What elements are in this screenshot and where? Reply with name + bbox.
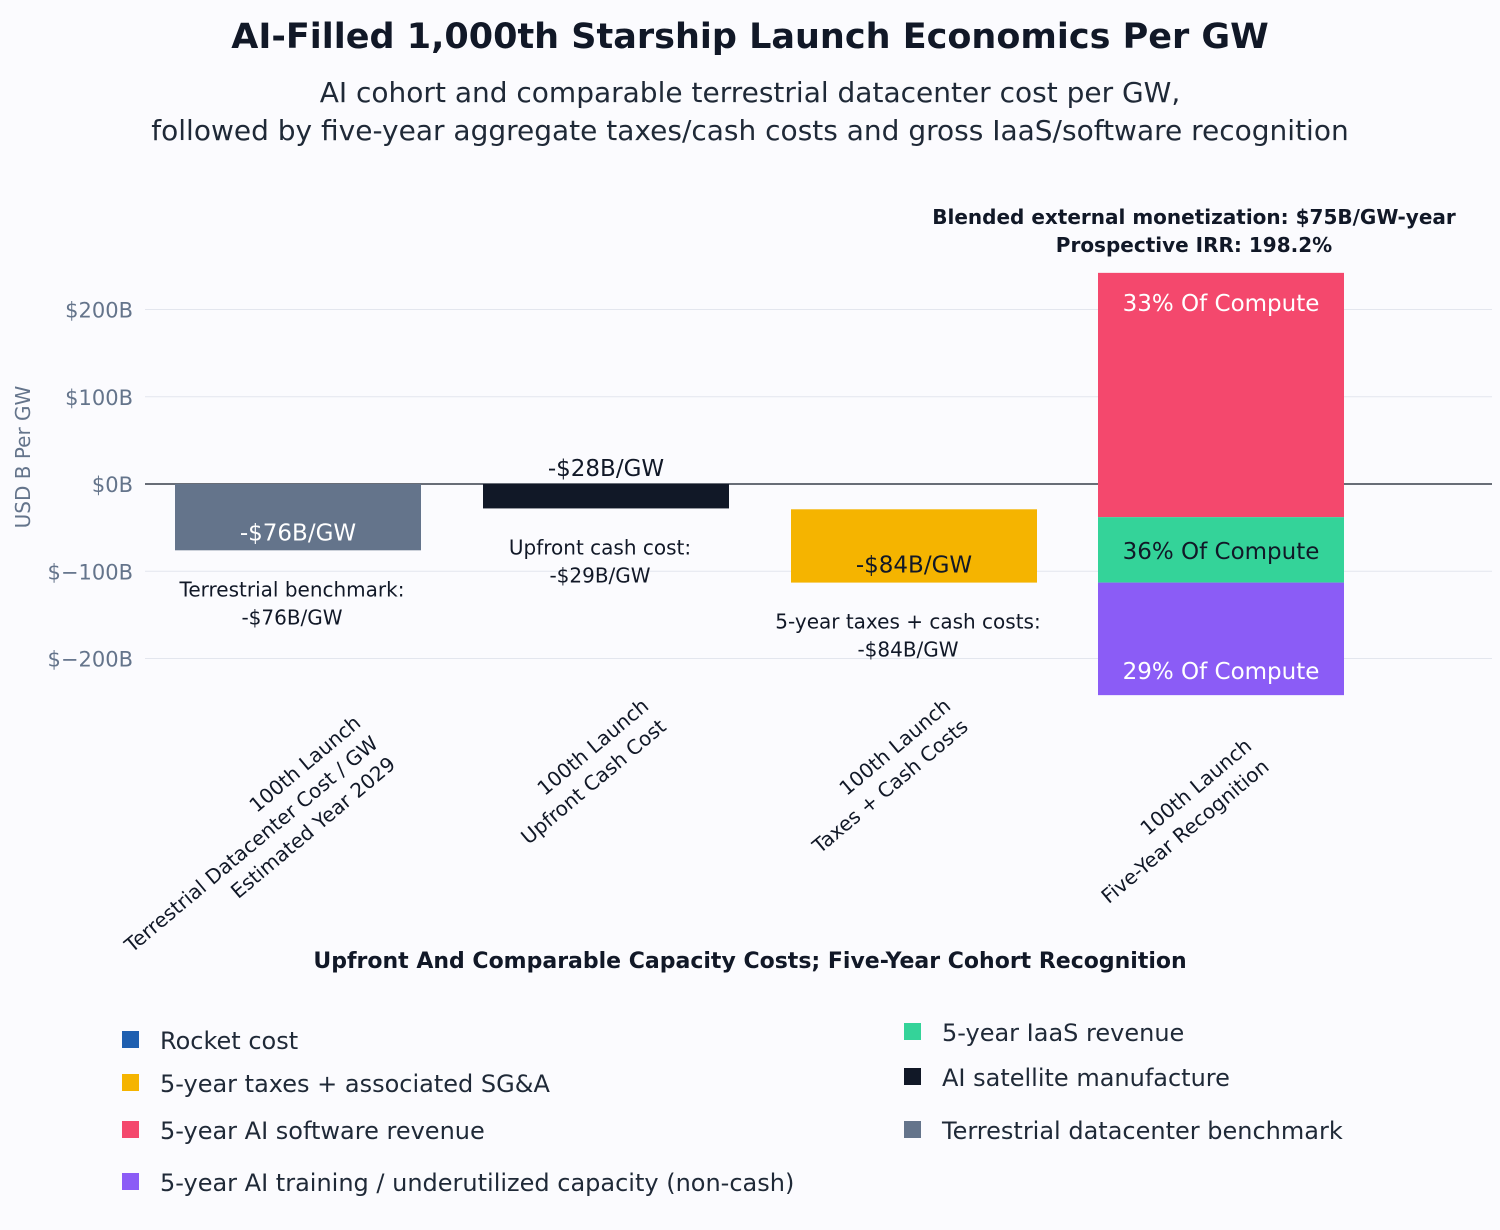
legend-swatch <box>122 1173 139 1190</box>
chart-subtitle-line: followed by five-year aggregate taxes/ca… <box>151 114 1348 147</box>
monetization-annotation: Blended external monetization: $75B/GW-y… <box>932 205 1456 229</box>
legend-item: 5-year taxes + associated SG&A <box>122 1070 550 1098</box>
y-tick-label: $−100B <box>48 560 133 584</box>
legend-swatch <box>122 1074 139 1091</box>
bar-segment <box>1098 272 1344 518</box>
legend-item: AI satellite manufacture <box>904 1064 1230 1092</box>
bar-segment <box>1098 582 1344 696</box>
legend-item: 5-year IaaS revenue <box>904 1019 1184 1047</box>
legend-swatch <box>904 1121 921 1138</box>
legend-label: Terrestrial datacenter benchmark <box>941 1117 1343 1145</box>
legend-swatch <box>122 1121 139 1138</box>
bar-note: 5-year taxes + cash costs: <box>775 610 1040 634</box>
legend-swatch <box>122 1031 139 1048</box>
legend-swatch <box>904 1068 921 1085</box>
bar-note: -$84B/GW <box>857 638 958 662</box>
bar-note: -$29B/GW <box>549 563 650 587</box>
legend-item: Terrestrial datacenter benchmark <box>904 1117 1343 1145</box>
bar-segment <box>483 484 729 509</box>
bar-value-label: 29% Of Compute <box>1123 659 1320 685</box>
legend-label: 5-year AI software revenue <box>160 1117 485 1145</box>
chart-subtitle-line: AI cohort and comparable terrestrial dat… <box>320 76 1181 109</box>
chart-title: AI-Filled 1,000th Starship Launch Econom… <box>231 17 1269 57</box>
y-axis-label: USD B Per GW <box>11 385 35 528</box>
legend-label: 5-year IaaS revenue <box>942 1019 1184 1047</box>
y-tick-label: $−200B <box>48 648 133 672</box>
bar-value-label: 33% Of Compute <box>1123 291 1320 317</box>
x-category-line: Terrestrial Datacenter Cost / GW <box>119 731 383 958</box>
legend-item: 5-year AI software revenue <box>122 1117 485 1145</box>
monetization-annotation: Prospective IRR: 198.2% <box>1056 233 1332 257</box>
legend-item: 5-year AI training / underutilized capac… <box>122 1169 794 1197</box>
bar-note: Terrestrial benchmark: <box>179 577 405 601</box>
x-category-line: Five-Year Recognition <box>1096 754 1273 908</box>
legend-label: AI satellite manufacture <box>942 1064 1230 1092</box>
legend-swatch <box>904 1023 921 1040</box>
legend-item: Rocket cost <box>122 1027 298 1055</box>
bar-segment <box>175 484 421 551</box>
bar-value-label: -$28B/GW <box>548 456 664 482</box>
legend-label: 5-year AI training / underutilized capac… <box>160 1169 794 1197</box>
legend-label: Rocket cost <box>160 1027 298 1055</box>
bar-value-label: 36% Of Compute <box>1123 539 1320 565</box>
y-tick-label: $0B <box>92 473 133 497</box>
bar-value-label: -$84B/GW <box>856 553 972 579</box>
bar-segment <box>791 509 1037 583</box>
y-tick-label: $100B <box>65 386 133 410</box>
x-axis-label: Upfront And Comparable Capacity Costs; F… <box>313 949 1186 974</box>
bar-segment <box>1098 517 1344 583</box>
legend-label: 5-year taxes + associated SG&A <box>160 1070 550 1098</box>
bar-note: -$76B/GW <box>241 605 342 629</box>
bar-note: Upfront cash cost: <box>509 535 691 559</box>
y-tick-label: $200B <box>65 299 133 323</box>
bar-value-label: -$76B/GW <box>240 520 356 546</box>
